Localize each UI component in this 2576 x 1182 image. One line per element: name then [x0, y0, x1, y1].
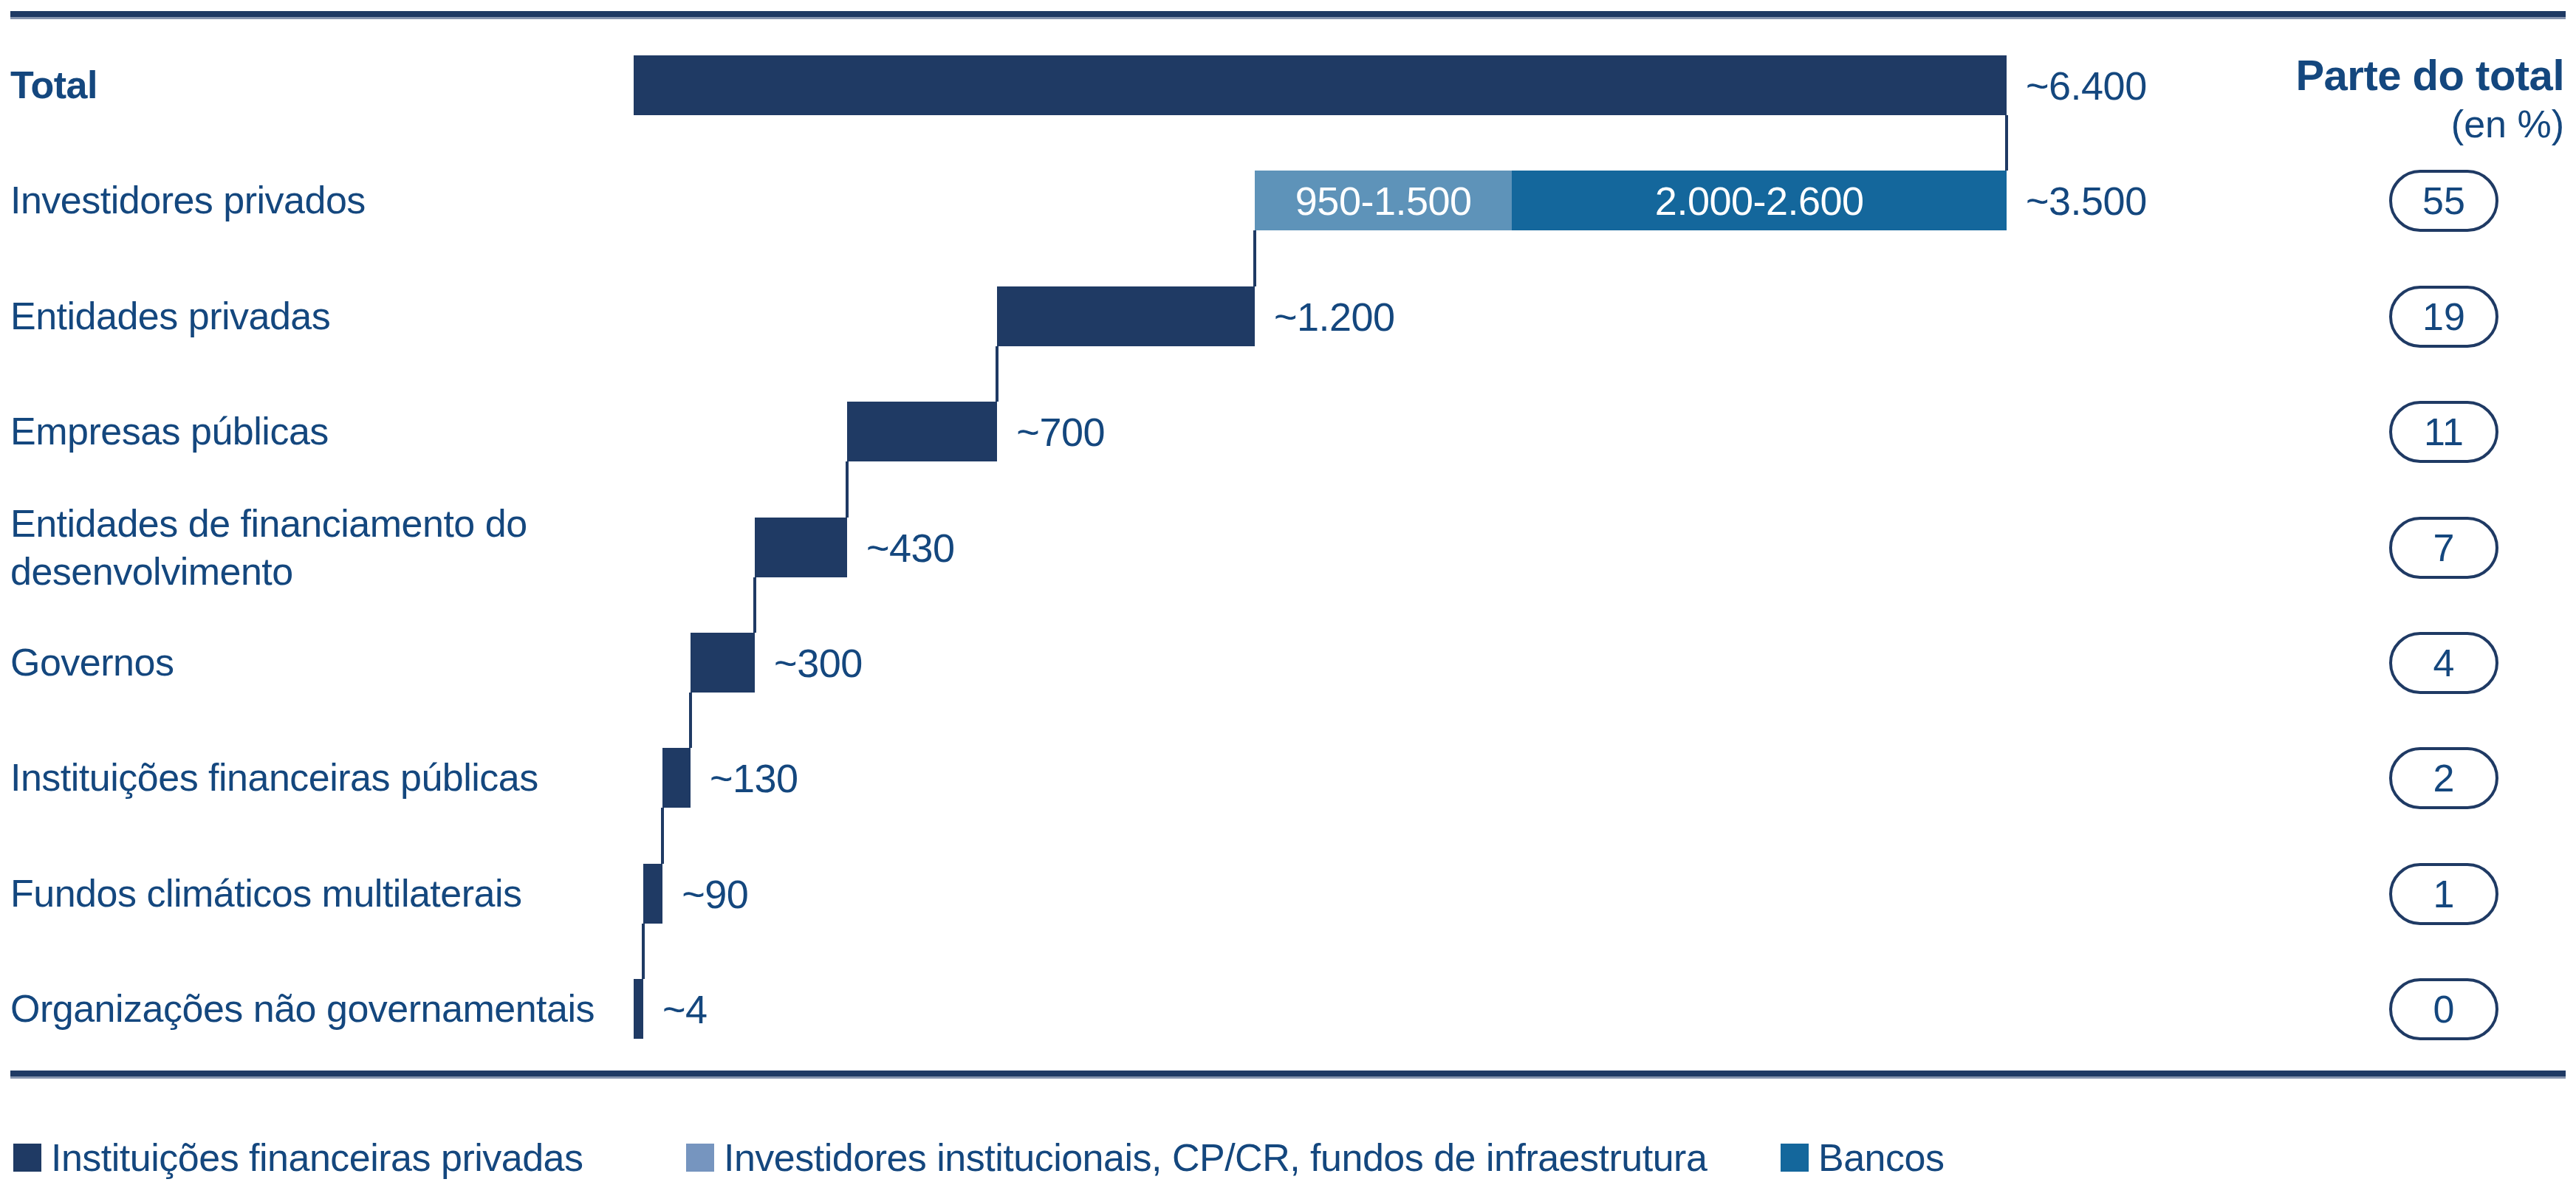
row-label: Empresas públicas — [10, 380, 675, 484]
legend-swatch — [686, 1144, 714, 1172]
share-of-total-badge: 2 — [2389, 747, 2498, 809]
row-label: Entidades de financiamento do desenvolvi… — [10, 496, 675, 599]
share-of-total-badge: 1 — [2389, 863, 2498, 925]
legend-item: Investidores institucionais, CP/CR, fund… — [686, 1138, 1707, 1177]
share-of-total-badge: 4 — [2389, 632, 2498, 694]
bottom-rule-shadow — [10, 1076, 2566, 1079]
share-header-subtitle: (en %) — [2295, 103, 2564, 145]
share-of-total-badge: 19 — [2389, 286, 2498, 348]
connector-line — [753, 577, 756, 633]
connector-line — [2005, 115, 2008, 171]
row-label: Fundos climáticos multilaterais — [10, 842, 675, 946]
bar-segment: 2.000-2.600 — [1512, 171, 2007, 230]
waterfall-chart-page: Parte do total (en %) Total ~6.400 Investi… — [0, 0, 2576, 1182]
connector-line — [996, 346, 998, 402]
bar-segment — [634, 979, 643, 1039]
bottom-rule-line — [10, 1071, 2566, 1076]
legend-label: Investidores institucionais, CP/CR, fund… — [724, 1138, 1707, 1177]
legend: Instituições financeiras privadas Investi… — [0, 1131, 2576, 1175]
share-of-total-badge: 11 — [2389, 401, 2498, 463]
share-header-title: Parte do total — [2295, 52, 2564, 100]
legend-swatch — [1781, 1144, 1809, 1172]
bar-segment — [847, 402, 997, 461]
row-label: Instituições financeiras públicas — [10, 726, 675, 830]
top-rule-line — [10, 11, 2566, 17]
bar-value-label: ~430 — [866, 518, 955, 577]
bar-segment: 950-1.500 — [1255, 171, 1513, 230]
segment-range-label: 2.000-2.600 — [1655, 178, 1864, 224]
legend-swatch — [13, 1144, 41, 1172]
bar-segment — [691, 633, 755, 693]
bar-value-label: ~700 — [1016, 402, 1105, 461]
top-rule-shadow — [10, 17, 2566, 19]
connector-line — [689, 693, 692, 748]
row-label: Organizações não governamentais — [10, 958, 675, 1061]
row-label: Investidores privados — [10, 149, 675, 252]
bar-segment — [634, 55, 2007, 115]
bottom-rule — [10, 1071, 2566, 1079]
segment-range-label: 950-1.500 — [1295, 178, 1472, 224]
bar-value-label: ~1.200 — [1274, 286, 1395, 346]
bar-value-label: ~6.400 — [2026, 55, 2147, 115]
legend-label: Instituições financeiras privadas — [51, 1138, 583, 1177]
share-of-total-header: Parte do total (en %) — [2295, 52, 2564, 145]
legend-item: Bancos — [1781, 1138, 1944, 1177]
bar-segment — [643, 864, 662, 924]
legend-item: Instituições financeiras privadas — [13, 1138, 583, 1177]
bar-segment — [997, 286, 1255, 346]
row-label: Entidades privadas — [10, 265, 675, 368]
connector-line — [661, 808, 664, 864]
bar-segment — [755, 518, 847, 577]
share-of-total-badge: 0 — [2389, 978, 2498, 1040]
legend-label: Bancos — [1818, 1138, 1944, 1177]
bar-segment — [662, 748, 691, 808]
connector-line — [1253, 230, 1256, 286]
row-label: Governos — [10, 611, 675, 715]
share-of-total-badge: 55 — [2389, 170, 2498, 232]
top-rule — [10, 11, 2566, 19]
share-of-total-badge: 7 — [2389, 517, 2498, 579]
connector-line — [846, 461, 849, 518]
bar-value-label: ~300 — [774, 633, 863, 693]
row-label: Total — [10, 34, 675, 137]
bar-value-label: ~130 — [710, 748, 798, 808]
connector-line — [642, 924, 645, 979]
bar-value-label: ~4 — [662, 979, 708, 1039]
bar-value-label: ~3.500 — [2026, 171, 2147, 230]
bar-value-label: ~90 — [682, 864, 748, 924]
